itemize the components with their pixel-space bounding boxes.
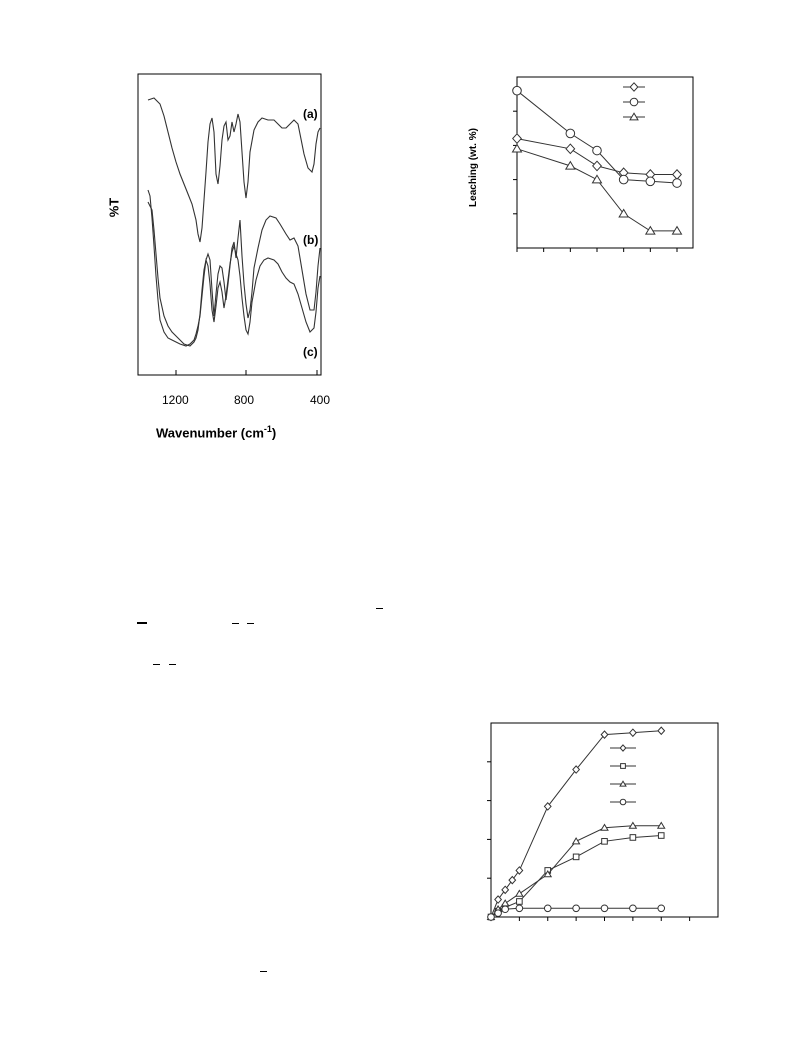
data-point-diamond [565,143,576,155]
ftir-spectrum-c [147,201,321,347]
ftir-spectrum-a [147,97,321,243]
data-point-diamond [508,875,517,885]
text-fragment-dash [376,608,383,609]
data-point-circle [600,904,609,913]
data-point-triangle [591,174,603,184]
data-point-diamond [512,133,522,145]
data-point-circle [629,904,637,913]
ftir-series-label-c: (c) [303,345,318,359]
leaching-frame [516,76,694,249]
data-point-diamond [501,885,510,895]
data-point-square [657,832,665,839]
legend-marker-square [620,763,626,769]
data-point-circle [592,145,602,156]
ftir-series-label-a: (a) [303,107,318,121]
text-fragment-dash [153,664,160,665]
data-point-square [629,834,637,841]
data-point-square [572,853,580,861]
data-point-circle [487,913,495,921]
text-fragment-dash [137,622,147,624]
data-point-circle [501,905,509,914]
data-point-triangle [618,208,630,218]
ftir-spectrum-b [147,189,321,347]
text-fragment-dash [260,971,267,972]
ftir-y-axis-label: %T [106,197,122,218]
text-fragment-dash [247,623,254,624]
ftir-plot [137,73,322,376]
data-point-square [516,898,523,905]
data-point-diamond [600,730,609,740]
data-point-circle [672,178,682,188]
ftir-tick-label: 800 [234,393,255,407]
ftir-figure: (a) (b) (c) 1200 800 400 Wavenumber (cm-… [106,70,350,450]
data-point-circle [515,904,524,913]
ftir-tick-label: 1200 [162,393,189,407]
data-point-circle [565,128,576,139]
legend-marker-triangle [629,112,639,121]
data-point-triangle [564,160,576,170]
ftir-frame [137,73,322,376]
data-point-triangle [511,143,523,153]
data-point-triangle [600,823,609,831]
kinetics-frame [490,722,719,918]
data-point-triangle [628,821,638,829]
legend-marker-diamond [619,744,627,752]
data-point-triangle [644,225,656,235]
leaching-plot [511,76,694,252]
ftir-tick-label: 400 [310,393,331,407]
data-point-diamond [515,866,524,875]
data-point-triangle [671,225,683,235]
data-point-diamond [494,895,503,904]
ftir-series-label-b: (b) [303,233,319,247]
data-point-diamond [628,728,637,738]
series-line-diamond [490,730,662,918]
data-point-circle [572,904,580,913]
data-point-triangle [656,821,666,829]
ftir-x-axis-label-tail: ) [271,425,277,441]
legend-marker-circle [629,97,639,107]
legend-marker-triangle [619,780,627,787]
data-point-triangle [571,837,581,845]
leaching-figure: Leaching (wt. %) [460,70,700,270]
data-point-circle [618,174,629,185]
legend-marker-diamond [629,82,639,92]
data-point-circle [512,85,522,96]
ftir-x-axis-label: Wavenumber (cm-1) [156,424,276,440]
data-point-circle [657,904,666,913]
leaching-y-axis-label: Leaching (wt. %) [467,128,479,207]
legend-marker-circle [619,798,627,806]
text-fragment-dash [232,623,239,624]
data-point-triangle [543,870,553,878]
data-point-square [601,838,608,845]
text-fragment-dash [169,664,176,665]
data-point-circle [494,909,502,917]
data-point-diamond [572,765,581,774]
data-point-triangle [515,889,524,897]
kinetics-plot [486,722,719,922]
data-point-diamond [543,802,552,811]
data-point-diamond [657,726,666,736]
kinetics-figure [480,715,730,930]
ftir-x-axis-label-main: Wavenumber (cm [156,425,264,441]
series-line-triangle [516,148,677,232]
data-point-circle [543,904,552,913]
ftir-x-axis-label-sup: -1 [263,424,272,434]
data-point-circle [645,176,656,187]
data-point-diamond [672,168,682,180]
data-point-triangle [500,899,510,907]
data-point-diamond [592,160,602,172]
